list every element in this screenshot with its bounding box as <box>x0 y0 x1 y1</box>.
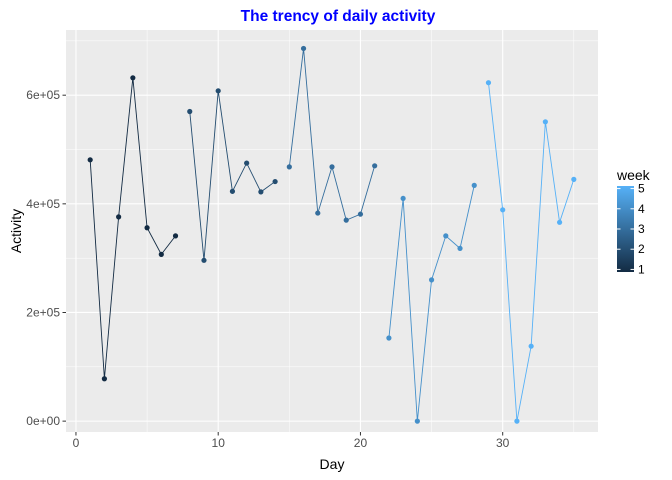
x-axis: 0 10 20 30 <box>73 432 510 450</box>
data-point <box>485 80 492 86</box>
y-tick-label: 6e+05 <box>26 88 60 102</box>
legend: week 1 2 3 4 5 <box>616 167 651 276</box>
data-point <box>258 189 264 195</box>
data-point <box>187 108 193 115</box>
y-tick-label: 0e+00 <box>26 414 60 428</box>
data-point <box>528 343 534 349</box>
data-point <box>386 335 392 341</box>
data-point <box>101 376 108 382</box>
data-point <box>229 188 236 194</box>
chart-title: The trency of daily activity <box>241 8 436 25</box>
data-point <box>514 418 520 424</box>
x-tick-label: 0 <box>73 436 80 450</box>
data-point <box>457 245 463 251</box>
data-point <box>201 257 207 263</box>
y-axis-label: Activity <box>8 209 24 253</box>
legend-tick-label: 4 <box>638 202 645 216</box>
data-point <box>571 176 577 182</box>
data-point <box>130 75 136 81</box>
data-point <box>172 233 179 239</box>
plot-panel <box>66 30 598 432</box>
data-point <box>329 164 335 170</box>
data-point <box>400 195 406 202</box>
x-tick-label: 10 <box>212 436 226 450</box>
minor-gridlines <box>66 30 598 432</box>
data-point <box>87 157 93 163</box>
x-axis-label: Day <box>320 456 345 472</box>
data-point <box>286 164 292 170</box>
data-point <box>158 251 164 257</box>
y-tick-label: 2e+05 <box>26 305 60 319</box>
data-point <box>300 45 307 52</box>
x-tick-label: 30 <box>496 436 510 450</box>
data-point <box>556 219 563 225</box>
data-point <box>315 210 321 216</box>
data-point <box>244 160 250 166</box>
data-point <box>500 207 506 213</box>
data-point <box>414 418 420 424</box>
x-tick-label: 20 <box>354 436 368 450</box>
data-point <box>116 214 122 220</box>
data-point <box>443 233 449 239</box>
data-point <box>215 88 221 94</box>
data-point <box>542 119 548 125</box>
data-point <box>144 225 150 231</box>
y-tick-label: 4e+05 <box>26 197 60 211</box>
data-point <box>372 163 378 169</box>
data-point <box>272 178 278 185</box>
legend-tick-label: 3 <box>638 222 645 236</box>
legend-tick-label: 1 <box>638 262 645 276</box>
y-axis: 0e+00 2e+05 4e+05 6e+05 <box>26 88 66 428</box>
data-point <box>428 277 435 283</box>
data-point <box>343 217 349 223</box>
data-point <box>357 211 364 217</box>
legend-tick-label: 5 <box>638 182 645 196</box>
legend-ticks: 1 2 3 4 5 <box>617 182 645 276</box>
series-points <box>87 45 577 424</box>
legend-colorbar <box>617 186 634 272</box>
legend-title: week <box>616 167 651 183</box>
data-point <box>471 182 477 188</box>
legend-tick-label: 2 <box>638 242 645 256</box>
